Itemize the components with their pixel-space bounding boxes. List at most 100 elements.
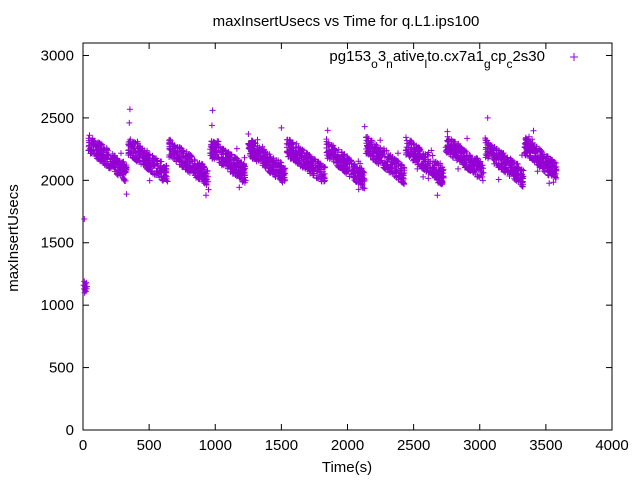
data-point	[405, 146, 412, 152]
data-point	[234, 172, 241, 179]
data-point	[151, 155, 158, 162]
data-point	[484, 145, 491, 152]
data-point	[428, 169, 435, 176]
legend-text-part: n	[386, 57, 393, 71]
data-point	[446, 136, 452, 142]
data-point	[479, 177, 486, 184]
y-tick-label: 1000	[41, 297, 74, 314]
data-point	[464, 135, 471, 142]
data-point	[373, 149, 380, 156]
data-point	[363, 134, 369, 141]
data-point	[400, 180, 407, 187]
legend-entry-label: pg153o3nativelto.cx7a1gcpc2s30	[329, 48, 545, 71]
plot-area	[82, 42, 613, 431]
data-point	[241, 154, 248, 161]
data-point	[205, 173, 212, 180]
data-point	[543, 161, 550, 168]
legend-text-part: 2s30	[512, 48, 545, 65]
data-point	[205, 186, 212, 193]
data-point	[446, 142, 453, 148]
data-point	[296, 157, 303, 164]
data-point	[254, 142, 261, 149]
data-point	[112, 155, 119, 162]
data-point	[365, 147, 372, 154]
data-point	[307, 167, 314, 174]
data-point	[443, 149, 450, 156]
data-point	[381, 165, 388, 172]
data-point	[515, 170, 522, 177]
data-point	[440, 173, 447, 180]
data-point	[461, 148, 468, 155]
data-point	[268, 167, 275, 174]
data-point	[219, 155, 226, 162]
data-point	[401, 167, 408, 174]
data-point	[474, 173, 481, 179]
data-point	[207, 152, 214, 159]
legend-marker	[570, 53, 578, 61]
data-point	[158, 158, 165, 165]
data-point	[403, 134, 409, 141]
data-point	[496, 156, 502, 163]
data-point	[533, 148, 540, 155]
data-point	[222, 147, 229, 154]
data-point	[374, 150, 381, 157]
data-point	[339, 156, 346, 163]
x-axis-label: Time(s)	[322, 459, 372, 476]
data-point	[519, 183, 526, 190]
data-point	[439, 164, 446, 171]
data-point	[209, 147, 216, 154]
data-point	[540, 168, 547, 174]
data-point	[233, 156, 240, 162]
data-point	[463, 153, 470, 160]
data-point	[286, 136, 293, 143]
data-point	[233, 173, 240, 180]
data-point	[120, 160, 127, 167]
data-point	[227, 151, 234, 158]
data-point	[88, 142, 95, 149]
data-point	[546, 180, 553, 187]
data-point	[410, 151, 417, 158]
data-point	[209, 107, 216, 114]
data-point	[258, 150, 265, 157]
data-point	[532, 152, 539, 159]
data-point	[553, 166, 560, 173]
data-point	[256, 147, 263, 154]
data-point	[323, 136, 330, 143]
data-point	[439, 180, 446, 187]
data-point	[114, 170, 120, 177]
data-point	[86, 132, 93, 139]
data-point	[434, 192, 441, 199]
x-axis-ticks: 0 500 1000 1500 2000 2500 3000 3500 4000	[79, 43, 629, 454]
data-point	[134, 138, 141, 145]
data-point	[87, 146, 94, 153]
data-point	[176, 144, 183, 151]
x-tick-label: 0	[79, 437, 87, 454]
data-point	[444, 128, 451, 135]
y-tick-label: 500	[49, 360, 74, 377]
y-tick-label: 3000	[41, 47, 74, 64]
data-point	[272, 173, 279, 180]
data-point	[136, 148, 143, 155]
legend-text-part: l	[425, 57, 428, 71]
data-point	[321, 175, 328, 182]
data-point	[504, 160, 511, 167]
data-point	[237, 164, 244, 171]
data-point	[536, 145, 542, 152]
data-point	[399, 162, 406, 168]
data-point	[93, 155, 100, 162]
data-point	[201, 179, 208, 185]
data-point	[187, 152, 194, 158]
data-point	[355, 186, 362, 193]
data-point	[112, 166, 119, 173]
data-point	[284, 140, 290, 147]
data-point	[403, 151, 409, 158]
data-point	[330, 156, 337, 163]
y-tick-label: 1500	[41, 235, 74, 252]
data-point	[275, 160, 282, 167]
data-point	[388, 161, 395, 168]
data-point	[314, 175, 321, 182]
data-point	[414, 157, 420, 164]
data-point	[356, 178, 363, 185]
data-point	[505, 167, 512, 174]
